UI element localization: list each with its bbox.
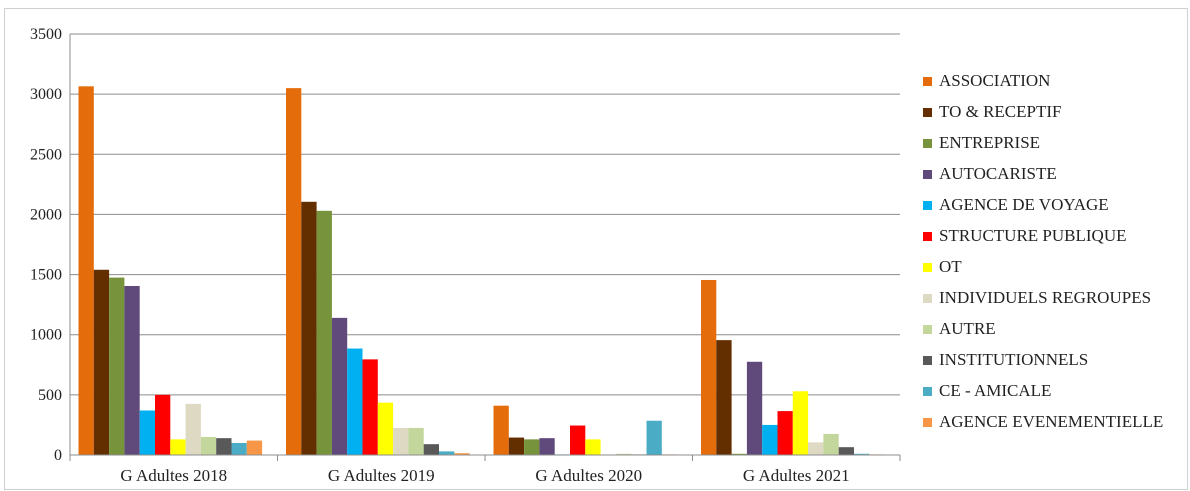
bar — [185, 403, 201, 455]
legend-label: INDIVIDUELS REGROUPES — [939, 288, 1152, 307]
x-tick-label: G Adultes 2018 — [120, 466, 227, 485]
bar — [139, 410, 155, 455]
legend-item: INSTITUTIONNELS — [923, 350, 1190, 381]
bar — [124, 286, 140, 455]
legend-swatch — [923, 232, 932, 241]
bar — [615, 453, 632, 455]
bar — [585, 439, 601, 455]
y-tick-label: 3500 — [30, 26, 62, 43]
legend-item: ENTREPRISE — [923, 133, 1190, 164]
bar — [200, 436, 217, 455]
legend-swatch — [923, 139, 932, 148]
x-tick-label: G Adultes 2021 — [743, 466, 850, 485]
legend-swatch — [923, 263, 932, 272]
legend-swatch — [923, 108, 932, 117]
legend-swatch — [923, 201, 932, 210]
legend-item: INDIVIDUELS REGROUPES — [923, 288, 1190, 319]
bar — [316, 210, 332, 455]
bar — [716, 340, 732, 455]
legend-swatch — [923, 170, 932, 179]
legend-swatch — [923, 387, 932, 396]
bar — [423, 444, 439, 455]
legend-label: AUTOCARISTE — [939, 164, 1057, 183]
bar — [646, 420, 662, 455]
legend-item: OT — [923, 257, 1190, 288]
bar — [570, 425, 586, 455]
legend-label: AGENCE EVENEMENTIELLE — [939, 412, 1164, 431]
bar — [347, 348, 363, 455]
legend-item: AGENCE EVENEMENTIELLE — [923, 412, 1190, 443]
bar — [746, 361, 763, 455]
y-tick-label: 3000 — [30, 86, 62, 103]
x-tick-label: G Adultes 2020 — [535, 466, 642, 485]
y-tick-label: 0 — [54, 447, 62, 464]
bar — [493, 405, 509, 455]
legend-item: ASSOCIATION — [923, 71, 1190, 102]
legend-label: AGENCE DE VOYAGE — [939, 195, 1109, 214]
bar — [170, 439, 186, 455]
legend-item: AUTRE — [923, 319, 1190, 350]
legend-swatch — [923, 356, 932, 365]
legend-swatch — [923, 325, 932, 334]
bar — [301, 201, 317, 455]
bar — [408, 427, 424, 455]
bar — [78, 86, 94, 455]
bar — [777, 411, 793, 455]
bar — [762, 424, 778, 455]
bar — [246, 440, 263, 455]
legend-item: TO & RECEPTIF — [923, 102, 1190, 133]
bar — [93, 269, 110, 455]
legend-label: STRUCTURE PUBLIQUE — [939, 226, 1127, 245]
bar — [216, 438, 232, 455]
bar — [439, 451, 455, 455]
legend-swatch — [923, 294, 932, 303]
legend-label: ENTREPRISE — [939, 133, 1041, 152]
bar — [854, 453, 870, 455]
bar — [231, 442, 247, 455]
y-tick-label: 2000 — [30, 206, 62, 223]
y-tick-label: 1000 — [30, 327, 62, 344]
bar — [331, 317, 348, 455]
legend-label: AUTRE — [939, 319, 996, 338]
bar — [393, 427, 409, 455]
bar — [508, 437, 525, 455]
bar — [539, 438, 555, 455]
chart-legend: ASSOCIATION TO & RECEPTIF ENTREPRISE AUTOCA… — [923, 71, 1190, 443]
y-tick-label: 2500 — [30, 146, 62, 163]
bar — [792, 391, 809, 455]
y-tick-label: 1500 — [30, 267, 62, 284]
legend-label: TO & RECEPTIF — [939, 102, 1062, 121]
legend-item: STRUCTURE PUBLIQUE — [923, 226, 1190, 257]
bar — [838, 447, 854, 455]
legend-label: INSTITUTIONNELS — [939, 350, 1089, 369]
bar — [731, 453, 747, 455]
bar — [377, 402, 394, 455]
legend-swatch — [923, 418, 932, 427]
bar — [823, 433, 839, 455]
legend-item: CE - AMICALE — [923, 381, 1190, 412]
legend-label: ASSOCIATION — [939, 71, 1051, 90]
legend-swatch — [923, 77, 932, 86]
chart-frame: 0 500 1000 1500 2000 2500 3000 3500 G Adultes 20… — [4, 8, 1188, 490]
bar — [701, 279, 717, 455]
legend-item: AGENCE DE VOYAGE — [923, 195, 1190, 226]
x-tick-label: G Adultes 2019 — [328, 466, 435, 485]
bar — [808, 442, 824, 455]
bar — [524, 439, 540, 455]
bar — [155, 394, 171, 455]
legend-item: AUTOCARISTE — [923, 164, 1190, 195]
bar — [286, 88, 302, 455]
legend-label: OT — [939, 257, 962, 276]
bar — [454, 453, 470, 455]
y-tick-label: 500 — [38, 387, 62, 404]
bar — [109, 277, 125, 455]
legend-label: CE - AMICALE — [939, 381, 1052, 400]
bar — [362, 359, 378, 455]
bar-chart: 0 500 1000 1500 2000 2500 3000 3500 G Adultes 20… — [30, 26, 901, 485]
